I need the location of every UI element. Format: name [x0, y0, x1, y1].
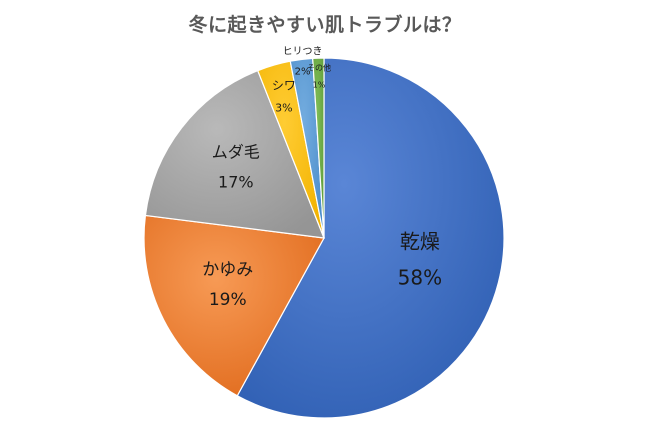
slice-value-5: 1% [313, 81, 326, 90]
pie-slice-0 [236, 57, 505, 419]
slice-value-0: 58% [398, 266, 442, 290]
pie-slice-2 [144, 69, 325, 239]
chart-title: 冬に起きやすい肌トラブルは？ [188, 14, 462, 36]
pie-slice-1 [143, 214, 325, 397]
slice-label-3: シワ [272, 79, 296, 93]
slice-label-5: その他 [307, 63, 331, 73]
pie-slice-5 [312, 57, 325, 239]
slice-label-2: ムダ毛 [212, 143, 260, 162]
slice-value-4: 2% [295, 66, 311, 77]
slice-value-3: 3% [275, 102, 292, 115]
slice-label-0: 乾燥 [400, 230, 440, 254]
slice-label-1: かゆみ [202, 260, 253, 280]
slice-value-2: 17% [218, 173, 254, 192]
slice-label-4: ヒリつき [283, 45, 323, 57]
slice-value-1: 19% [209, 290, 247, 310]
